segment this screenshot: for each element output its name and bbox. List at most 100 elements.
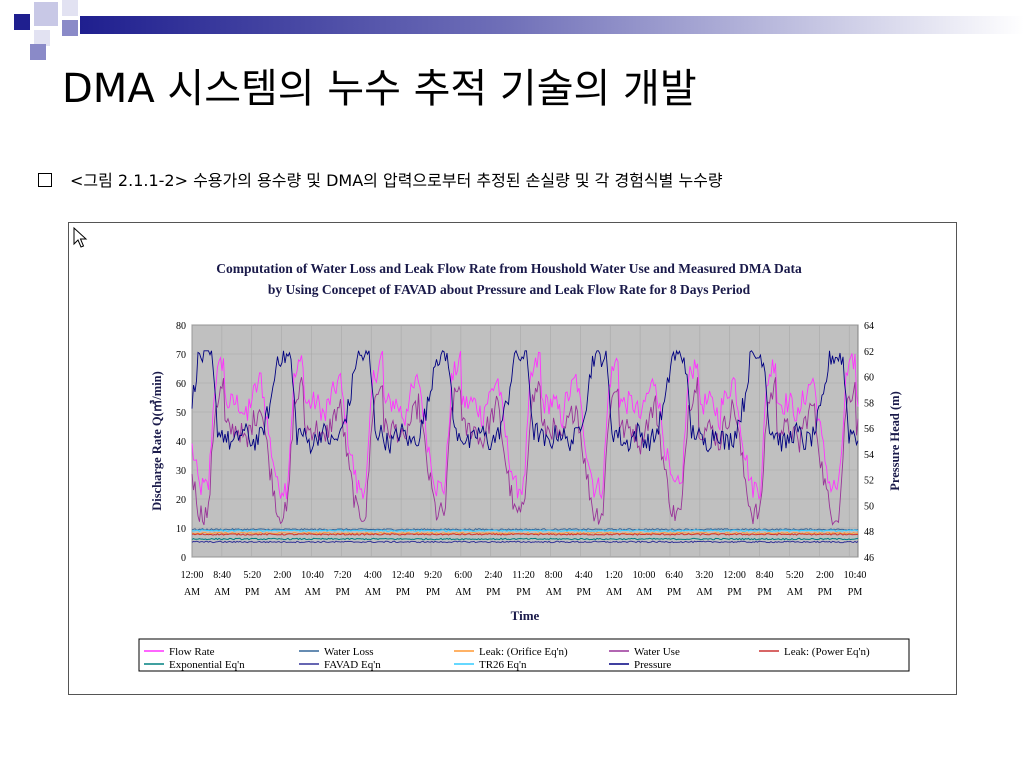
- x-tick-label: 9:20: [424, 570, 442, 581]
- slide-title: DMA 시스템의 누수 추적 기술의 개발: [62, 66, 697, 112]
- left-y-ticks: 0 10 20 30 40 50 60 70 80: [176, 321, 186, 564]
- x-tick-label: PM: [727, 587, 742, 598]
- line-chart: Computation of Water Loss and Leak Flow …: [73, 226, 910, 672]
- corner-square-1: [14, 14, 30, 30]
- right-y-tick-label: 62: [864, 347, 874, 358]
- x-tick-label: PM: [818, 587, 833, 598]
- corner-square-5: [34, 30, 50, 46]
- x-tick-label: AM: [214, 587, 230, 598]
- legend-entry: Pressure: [634, 659, 671, 671]
- x-tick-label: 8:40: [756, 570, 774, 581]
- left-y-tick-label: 70: [176, 350, 186, 361]
- chart-subtitle: by Using Concepet of FAVAD about Pressur…: [268, 282, 751, 297]
- corner-square-4: [62, 20, 78, 36]
- x-tick-label: AM: [546, 587, 562, 598]
- legend-entry: TR26 Eq'n: [479, 659, 527, 671]
- x-tick-label: 10:40: [844, 570, 867, 581]
- title-bar-gradient: [80, 16, 1024, 34]
- x-axis-label: Time: [511, 608, 540, 623]
- y-axis-right-label: Pressure Head (m): [888, 391, 902, 491]
- x-tick-label: AM: [184, 587, 200, 598]
- x-tick-label: AM: [274, 587, 290, 598]
- corner-square-3: [62, 0, 78, 16]
- x-tick-label: PM: [486, 587, 501, 598]
- x-tick-label: AM: [304, 587, 320, 598]
- right-y-tick-label: 58: [864, 398, 874, 409]
- x-tick-label: 8:40: [213, 570, 231, 581]
- x-tick-label: PM: [848, 587, 863, 598]
- left-y-tick-label: 30: [176, 466, 186, 477]
- series-line-leak-orifice-eq-n-: [191, 531, 859, 535]
- left-y-tick-label: 40: [176, 437, 186, 448]
- right-y-tick-label: 50: [864, 501, 874, 512]
- legend-entry: Water Use: [634, 646, 680, 658]
- corner-decoration: [0, 0, 80, 60]
- legend: Flow Rate Water Loss Leak: (Orifice Eq'n) W…: [144, 646, 870, 671]
- series-line-tr26-eq-n: [191, 529, 859, 532]
- x-tick-label: PM: [245, 587, 260, 598]
- legend-entry: Flow Rate: [169, 646, 215, 658]
- x-tick-label: 2:00: [816, 570, 834, 581]
- right-y-tick-label: 48: [864, 527, 874, 538]
- x-tick-label: 2:40: [484, 570, 502, 581]
- legend-entry: Water Loss: [324, 646, 374, 658]
- hollow-square-icon: [38, 173, 52, 187]
- x-tick-label: 12:00: [723, 570, 746, 581]
- right-y-tick-label: 54: [864, 450, 874, 461]
- right-y-ticks: 46 48 50 52 54 56 58 60 62 64: [864, 321, 874, 564]
- x-tick-label: 4:40: [575, 570, 593, 581]
- figure-caption: <그림 2.1.1-2> 수용가의 용수량 및 DMA의 압력으로부터 추정된 …: [70, 171, 723, 190]
- legend-entry: Leak: (Power Eq'n): [784, 646, 870, 658]
- x-tick-label: 12:00: [181, 570, 204, 581]
- corner-square-6: [30, 44, 46, 60]
- x-tick-label: AM: [606, 587, 622, 598]
- corner-square-2: [34, 2, 58, 26]
- chart-title: Computation of Water Loss and Leak Flow …: [216, 261, 802, 276]
- x-tick-label: AM: [696, 587, 712, 598]
- legend-box: [138, 638, 910, 672]
- series-line-flow-rate: [191, 350, 859, 501]
- series-lines: [191, 349, 859, 544]
- legend-entry: FAVAD Eq'n: [324, 659, 381, 671]
- right-y-tick-label: 64: [864, 321, 874, 332]
- x-tick-label: AM: [365, 587, 381, 598]
- x-tick-label: 3:20: [695, 570, 713, 581]
- left-y-tick-label: 10: [176, 524, 186, 535]
- mouse-pointer-icon: [73, 226, 88, 248]
- figure-caption-line: <그림 2.1.1-2> 수용가의 용수량 및 DMA의 압력으로부터 추정된 …: [38, 167, 723, 191]
- series-line-water-use: [191, 377, 859, 526]
- x-tick-label: 12:40: [392, 570, 415, 581]
- x-tick-label: 5:20: [243, 570, 261, 581]
- right-y-tick-label: 52: [864, 476, 874, 487]
- series-line-pressure: [191, 349, 859, 455]
- x-tick-label: 5:20: [786, 570, 804, 581]
- left-y-tick-label: 0: [181, 553, 186, 564]
- x-tick-label: 10:40: [301, 570, 324, 581]
- x-tick-label: PM: [516, 587, 531, 598]
- x-tick-label: 8:00: [545, 570, 563, 581]
- x-tick-label: PM: [426, 587, 441, 598]
- series-line-favad-eq-n: [191, 540, 859, 544]
- x-tick-label: AM: [636, 587, 652, 598]
- left-y-tick-label: 50: [176, 408, 186, 419]
- x-tick-label: PM: [335, 587, 350, 598]
- x-tick-label: PM: [667, 587, 682, 598]
- x-tick-label: 6:00: [454, 570, 472, 581]
- right-y-tick-label: 56: [864, 424, 874, 435]
- series-line-leak-power-eq-n-: [191, 533, 859, 536]
- legend-entry: Exponential Eq'n: [169, 659, 245, 671]
- x-ticks: 12:00 AM 8:40 AM 5:20 PM 2:00 AM 10:40 AM 7:20 PM 4:…: [181, 570, 867, 598]
- y-axis-left-label: Discharge Rate Q(㎥/min): [149, 371, 164, 511]
- x-tick-label: 2:00: [274, 570, 292, 581]
- left-y-tick-label: 80: [176, 321, 186, 332]
- x-tick-label: 4:00: [364, 570, 382, 581]
- x-tick-label: 10:00: [633, 570, 656, 581]
- chart-frame: Computation of Water Loss and Leak Flow …: [68, 222, 957, 695]
- x-tick-label: AM: [787, 587, 803, 598]
- x-tick-label: 11:20: [512, 570, 534, 581]
- right-y-tick-label: 46: [864, 553, 874, 564]
- x-tick-label: PM: [577, 587, 592, 598]
- x-tick-label: AM: [455, 587, 471, 598]
- legend-entry: Leak: (Orifice Eq'n): [479, 646, 568, 658]
- left-y-tick-label: 20: [176, 495, 186, 506]
